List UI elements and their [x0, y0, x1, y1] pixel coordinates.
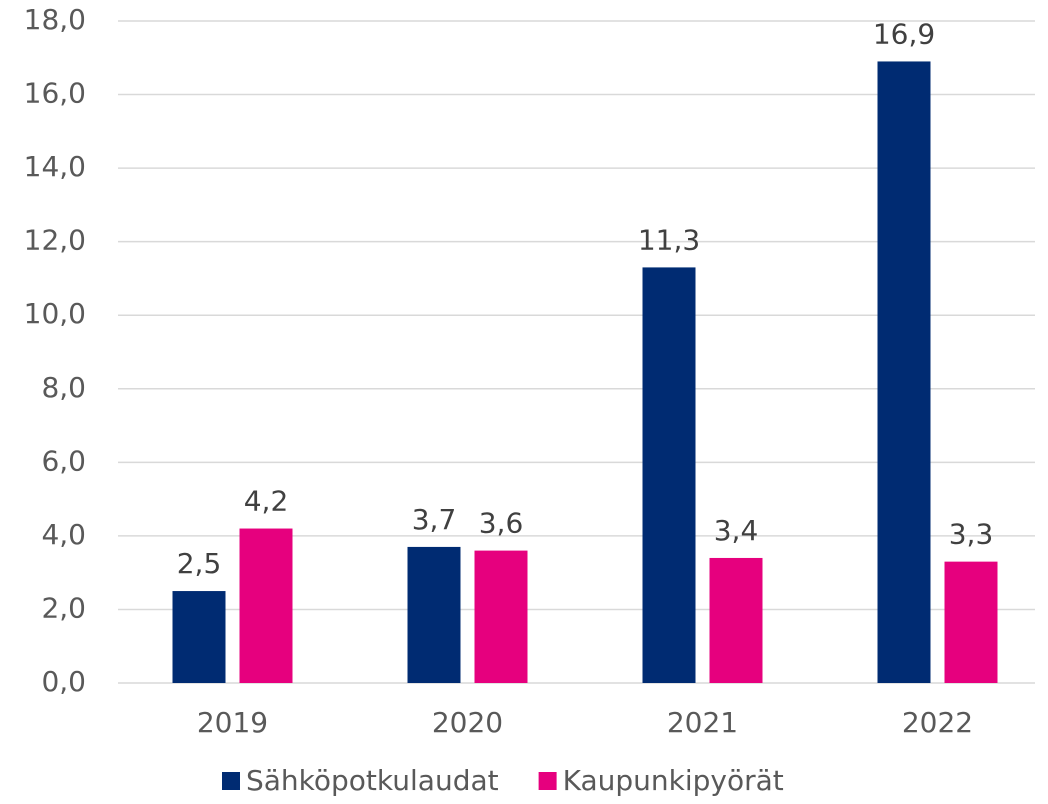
bar — [407, 546, 461, 683]
value-label: 3,6 — [479, 507, 524, 540]
value-label: 3,4 — [714, 514, 759, 547]
bar — [877, 61, 931, 683]
legend-swatch — [222, 772, 240, 790]
y-tick-label: 14,0 — [24, 150, 86, 183]
value-label: 2,5 — [177, 547, 222, 580]
x-tick-label: 2019 — [197, 706, 268, 739]
legend-swatch — [538, 772, 557, 790]
y-tick-label: 10,0 — [24, 297, 86, 330]
bar — [944, 561, 998, 683]
value-label: 3,3 — [949, 518, 994, 551]
y-tick-label: 12,0 — [24, 224, 86, 257]
y-tick-label: 8,0 — [41, 371, 86, 404]
y-tick-label: 18,0 — [24, 3, 86, 36]
y-tick-label: 4,0 — [41, 518, 86, 551]
bar — [239, 528, 293, 683]
bar — [642, 267, 696, 683]
value-label: 4,2 — [244, 485, 289, 518]
value-label: 16,9 — [873, 17, 935, 50]
y-tick-label: 6,0 — [41, 444, 86, 477]
x-tick-label: 2021 — [667, 706, 738, 739]
x-tick-label: 2020 — [432, 706, 503, 739]
y-tick-label: 2,0 — [41, 591, 86, 624]
x-tick-label: 2022 — [902, 706, 973, 739]
value-label: 11,3 — [638, 223, 700, 256]
y-tick-label: 0,0 — [41, 665, 86, 698]
value-label: 3,7 — [412, 503, 457, 536]
bar — [474, 550, 528, 683]
bar — [709, 557, 763, 683]
legend-label: Sähköpotkulaudat — [246, 764, 499, 797]
bar — [172, 591, 226, 683]
y-tick-label: 16,0 — [24, 77, 86, 110]
legend-label: Kaupunkipyörät — [563, 764, 784, 797]
